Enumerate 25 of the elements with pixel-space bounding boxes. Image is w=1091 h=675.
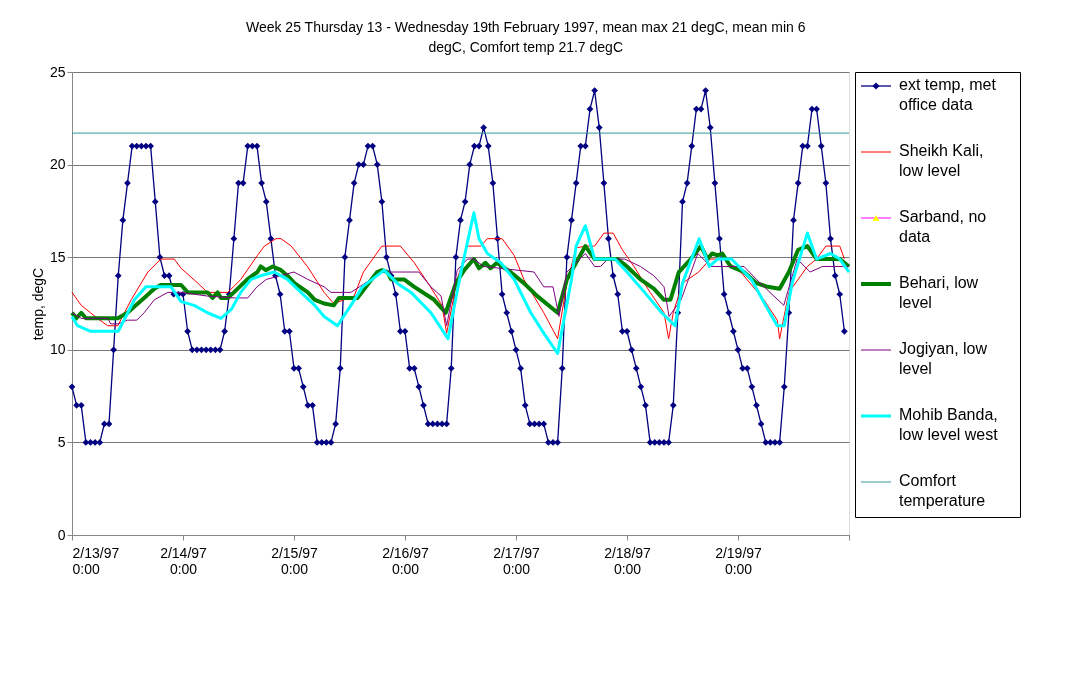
x-tick-label: 2/14/97 0:00	[160, 544, 208, 577]
y-tick-label: 25	[49, 63, 66, 80]
x-tick-label: 2/17/97 0:00	[493, 544, 541, 577]
x-tick-label: 2/15/97 0:00	[271, 544, 319, 577]
y-tick-label: 0	[57, 526, 66, 543]
legend-label: Sarband, no data	[899, 208, 987, 245]
legend-label: Jogiyan, low level	[899, 340, 988, 377]
y-tick-label: 15	[49, 248, 66, 265]
y-axis-title: temp, degC	[29, 267, 46, 341]
legend-label: Sheikh Kali, low level	[899, 142, 984, 179]
line-series	[71, 232, 845, 340]
y-tick-label: 5	[57, 433, 66, 450]
chart-title: Week 25 Thursday 13 - Wednesday 19th February 1997, mean max 21 degC, mean min 6 degC, Comfort temp 21.7 degC	[245, 18, 806, 55]
x-tick-label: 2/13/97 0:00	[72, 544, 120, 577]
legend-label: Mohib Banda, low level west	[899, 406, 999, 443]
line-series	[70, 211, 851, 355]
line-series	[71, 253, 850, 327]
legend-label: Comfort temperature	[899, 472, 986, 509]
y-tick-label: 10	[49, 341, 66, 358]
x-tick-label: 2/18/97 0:00	[604, 544, 652, 577]
legend-label: Behari, low level	[899, 274, 979, 311]
y-tick-label: 20	[49, 156, 66, 173]
x-tick-label: 2/19/97 0:00	[715, 544, 763, 577]
x-tick-label: 2/16/97 0:00	[382, 544, 430, 577]
legend-label: ext temp, met office data	[899, 76, 997, 113]
